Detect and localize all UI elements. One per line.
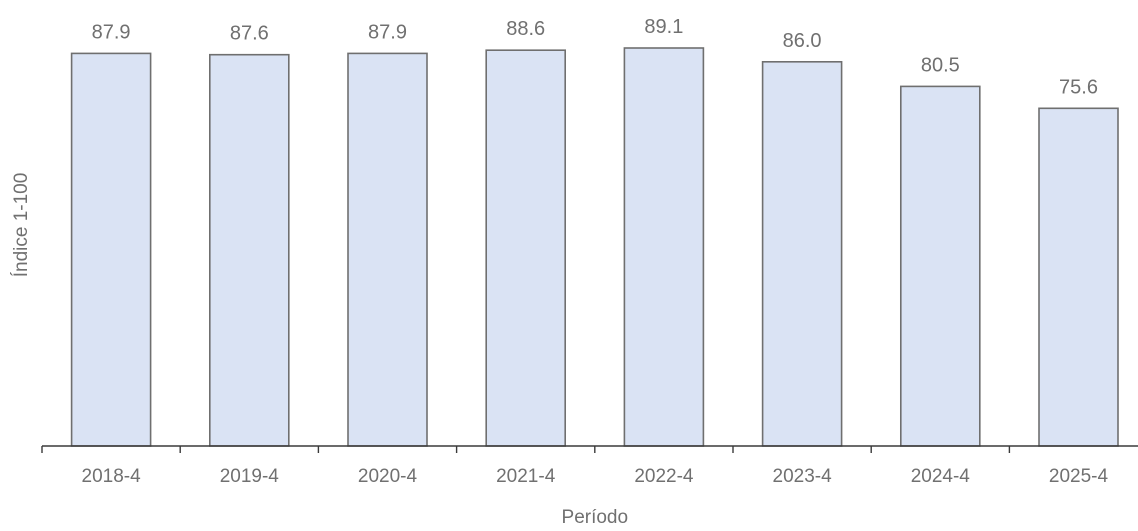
data-labels-layer: 87.9 87.6 87.9 88.6 89.1 86.0 80.5 75.6 <box>92 16 1098 98</box>
data-label-2023-4: 86.0 <box>783 30 822 52</box>
data-label-2021-4: 88.6 <box>506 18 545 40</box>
x-tick-label-2018-4: 2018-4 <box>82 466 142 487</box>
data-label-2019-4: 87.6 <box>230 23 269 45</box>
data-label-2020-4: 87.9 <box>368 21 407 43</box>
x-ticks-layer <box>41 446 1011 453</box>
bar-2025-4 <box>1038 107 1119 447</box>
x-axis-title: Período <box>562 507 629 528</box>
bars-layer <box>70 47 1119 447</box>
data-label-2018-4: 87.9 <box>92 21 131 43</box>
x-tick-label-2024-4: 2024-4 <box>911 466 971 487</box>
bar-2021-4 <box>485 49 567 447</box>
y-axis-title: Índice 1-100 <box>11 173 32 278</box>
x-tick-label-2020-4: 2020-4 <box>358 466 418 487</box>
bar-2024-4 <box>899 85 981 447</box>
x-tick-label-2023-4: 2023-4 <box>773 466 833 487</box>
bar-2023-4 <box>761 60 843 447</box>
data-label-2025-4: 75.6 <box>1059 76 1098 98</box>
bar-2019-4 <box>209 53 290 447</box>
bar-2018-4 <box>70 52 152 447</box>
x-tick-labels-layer: 2018-4 2019-4 2020-4 2021-4 2022-4 2023-4 2024… <box>82 466 1109 487</box>
x-tick-label-2025-4: 2025-4 <box>1049 466 1109 487</box>
data-label-2022-4: 89.1 <box>644 16 683 38</box>
x-tick-label-2022-4: 2022-4 <box>634 466 694 487</box>
x-tick-label-2019-4: 2019-4 <box>220 466 280 487</box>
data-label-2024-4: 80.5 <box>921 54 960 76</box>
bar-2022-4 <box>623 47 705 447</box>
x-tick-label-2021-4: 2021-4 <box>496 466 556 487</box>
bar-2020-4 <box>347 52 428 447</box>
